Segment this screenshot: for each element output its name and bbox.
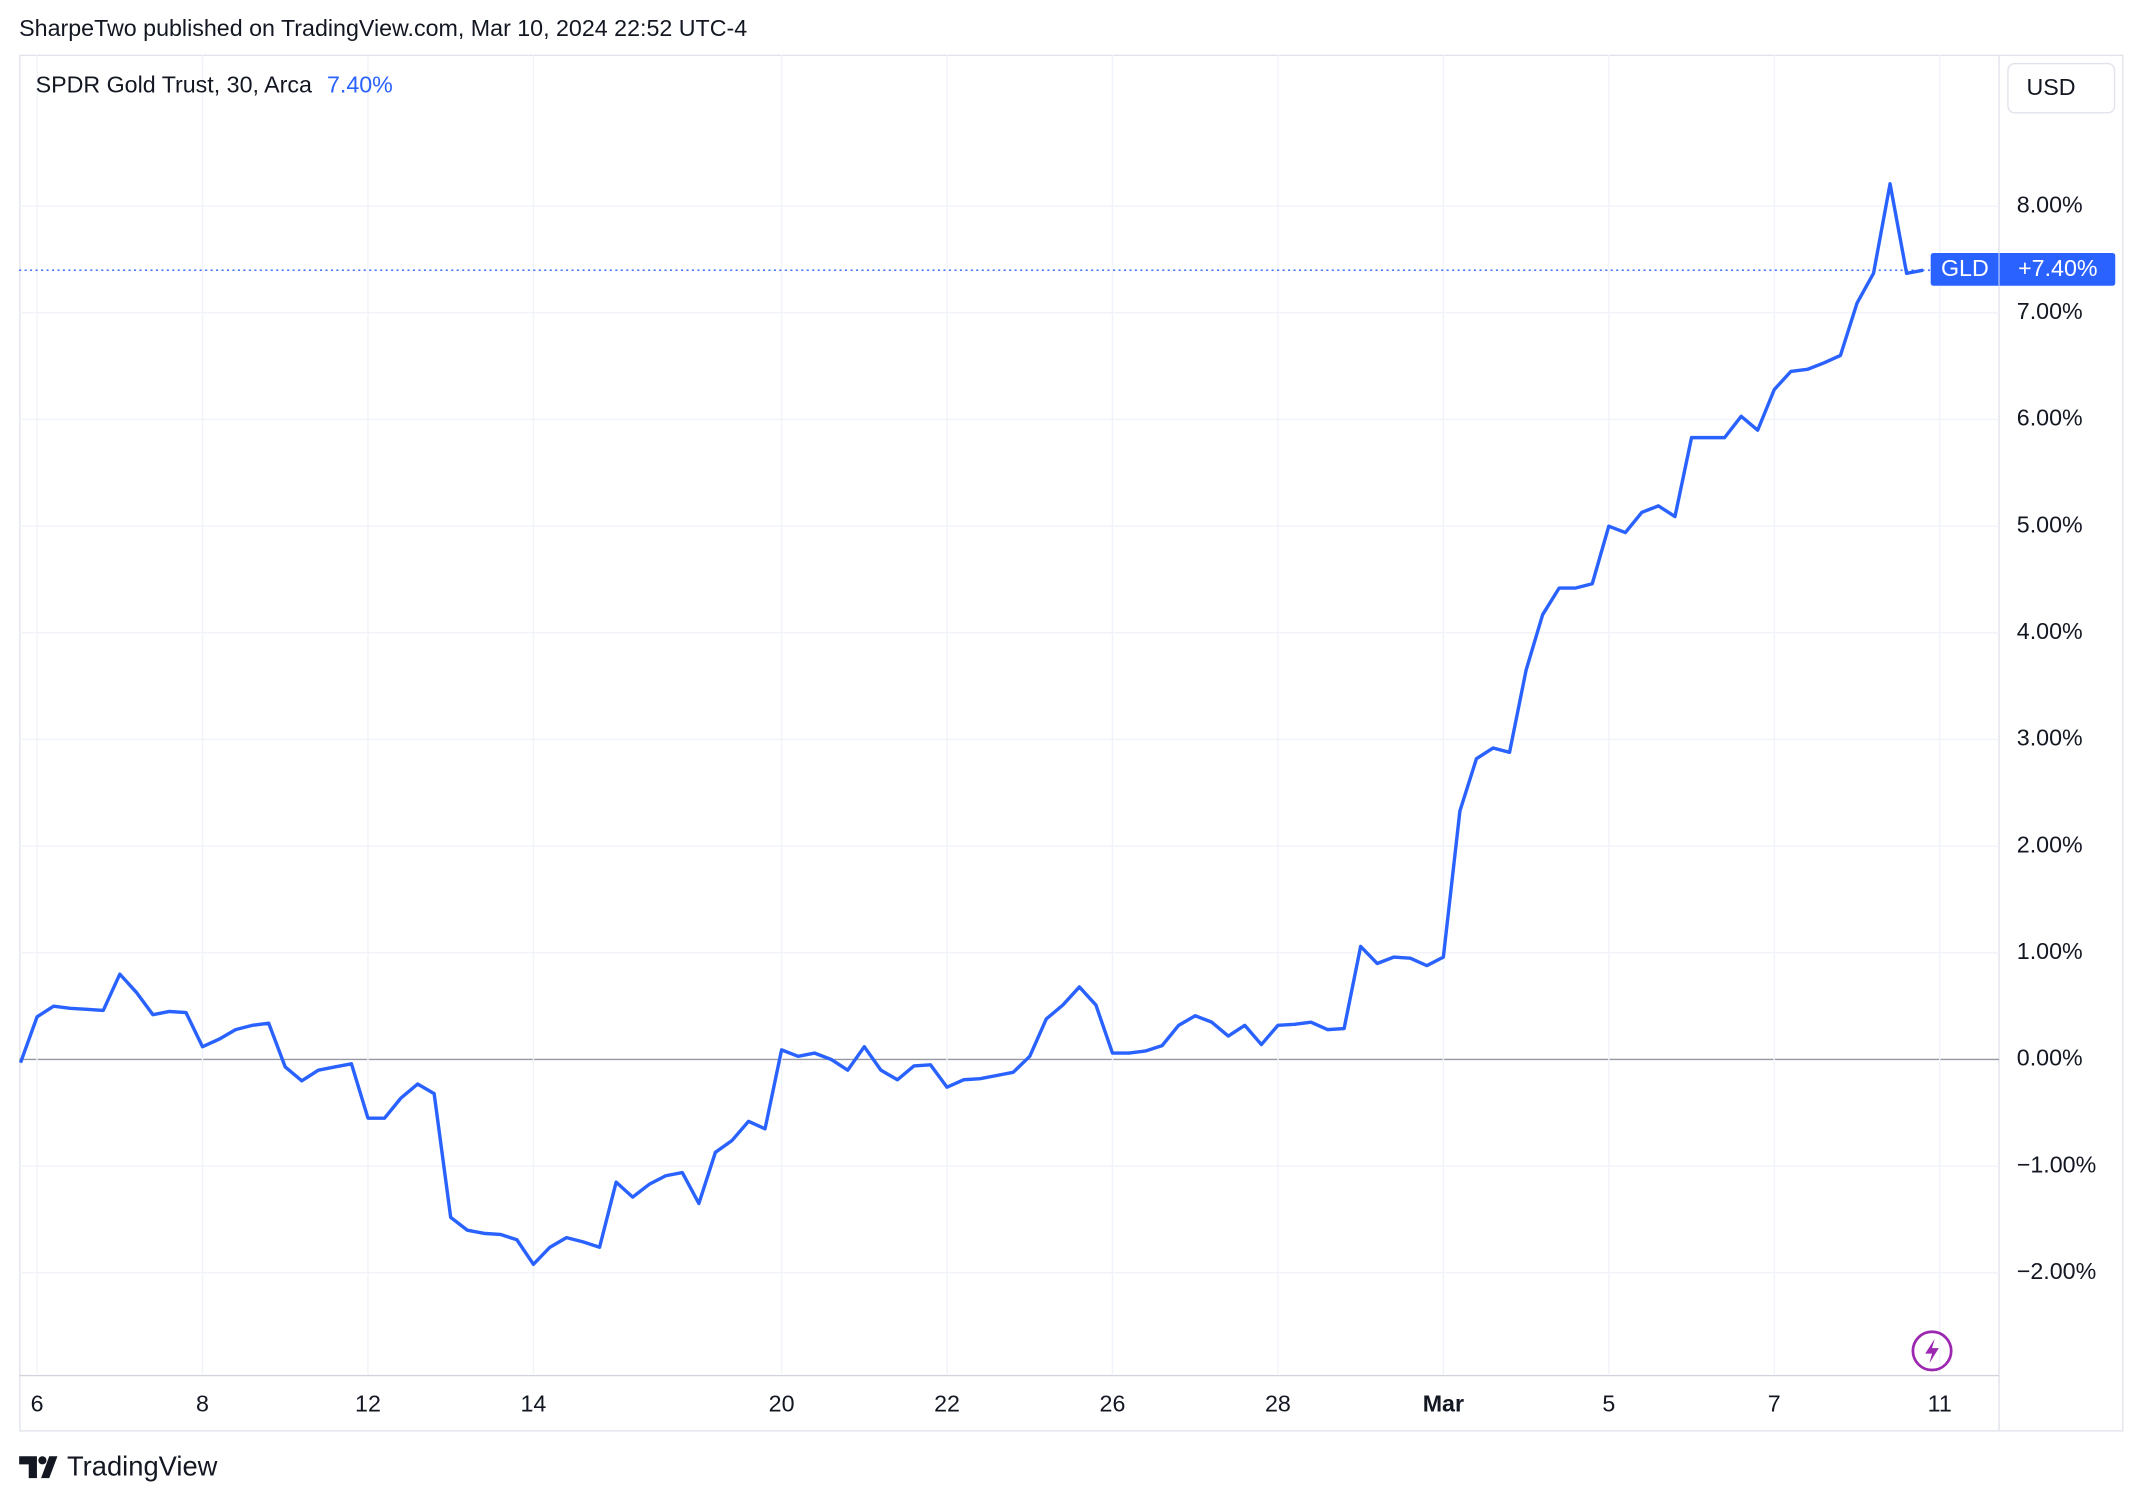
- x-tick-label: 7: [1768, 1391, 1781, 1417]
- legend-value: 7.40%: [327, 71, 393, 97]
- x-tick-label: 20: [769, 1391, 795, 1417]
- currency-button[interactable]: [2007, 62, 2116, 114]
- badge-bg: [1930, 252, 2116, 286]
- lightning-icon[interactable]: [1911, 1330, 1953, 1372]
- badge-series-name: GLD: [1941, 255, 1989, 281]
- chart-title: SPDR Gold Trust, 30, Arca: [36, 71, 312, 97]
- x-tick-label: 5: [1602, 1391, 1615, 1417]
- x-tick-label: 14: [520, 1391, 546, 1417]
- y-tick-label: 7.00%: [2017, 298, 2083, 324]
- brand-name: TradingView: [67, 1451, 218, 1482]
- price-badge: GLD +7.40%: [1930, 252, 2116, 286]
- y-tick-label: −1.00%: [2017, 1151, 2096, 1177]
- y-tick-label: 1.00%: [2017, 938, 2083, 964]
- y-tick-label: 3.00%: [2017, 725, 2083, 751]
- y-tick-label: 4.00%: [2017, 618, 2083, 644]
- x-tick-label: 12: [355, 1391, 381, 1417]
- x-tick-label: Mar: [1423, 1391, 1464, 1417]
- plot: [18, 182, 2000, 1267]
- y-tick-label: 6.00%: [2017, 405, 2083, 431]
- y-tick-label: 5.00%: [2017, 511, 2083, 537]
- x-tick-label: 26: [1100, 1391, 1126, 1417]
- y-tick-label: 0.00%: [2017, 1045, 2083, 1071]
- y-tick-label: 2.00%: [2017, 831, 2083, 857]
- y-tick-label: −2.00%: [2017, 1258, 2096, 1284]
- brand-logo: [19, 1456, 58, 1479]
- y-tick-label: 8.00%: [2017, 191, 2083, 217]
- x-tick-label: 22: [934, 1391, 960, 1417]
- x-tick-label: 11: [1928, 1391, 1952, 1417]
- price-line: [18, 182, 1924, 1267]
- published-note: SharpeTwo published on TradingView.com, …: [19, 15, 747, 41]
- x-tick-label: 8: [196, 1391, 209, 1417]
- grid: [19, 54, 2000, 1375]
- badge-value: +7.40%: [2018, 255, 2097, 281]
- currency-label: USD: [2026, 74, 2075, 100]
- chart-frame: [19, 54, 2124, 1432]
- x-tick-label: 6: [31, 1391, 44, 1417]
- x-tick-label: 28: [1265, 1391, 1291, 1417]
